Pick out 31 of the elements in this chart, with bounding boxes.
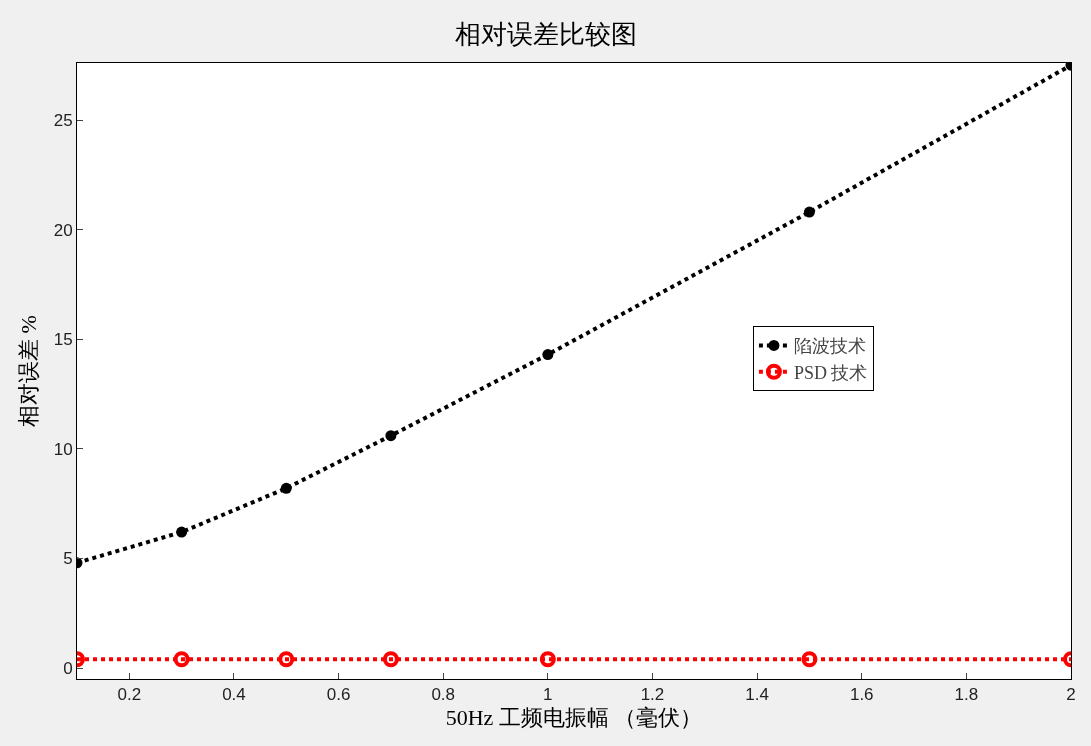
point — [539, 651, 556, 668]
x-tick-label: 1.6 — [849, 685, 874, 705]
point — [280, 482, 292, 494]
point — [278, 651, 295, 668]
point — [382, 651, 399, 668]
x-tick-label: 1.4 — [745, 685, 769, 705]
point — [803, 206, 815, 218]
point — [176, 526, 188, 538]
point — [385, 430, 397, 442]
point — [801, 651, 818, 668]
y-tick-label: 0 — [63, 658, 73, 678]
y-tick-label: 20 — [53, 220, 73, 240]
x-tick-label: 0.4 — [222, 685, 246, 705]
x-tick-label: 1 — [543, 685, 553, 705]
x-axis-title: 50Hz 工频电振幅 （毫伏） — [445, 705, 703, 731]
point — [173, 651, 190, 668]
chart-title: 相对误差比较图 — [454, 19, 637, 49]
x-tick-label: 0.8 — [431, 685, 456, 705]
y-tick-label: 10 — [53, 439, 73, 459]
y-tick-label: 5 — [63, 549, 73, 569]
y-axis-title: 相对误差 % — [16, 315, 42, 427]
x-tick-label: 1.2 — [640, 685, 665, 705]
y-tick-label: 25 — [53, 110, 73, 130]
point — [542, 349, 554, 361]
x-tick-label: 1.8 — [954, 685, 979, 705]
x-tick-label: 0.6 — [326, 685, 351, 705]
x-tick-label: 0.2 — [117, 685, 142, 705]
legend-label: PSD 技术 — [793, 362, 868, 383]
x-tick-label: 2 — [1066, 685, 1076, 705]
legend-label: 陷波技术 — [793, 336, 866, 357]
y-tick-label: 15 — [53, 330, 73, 350]
